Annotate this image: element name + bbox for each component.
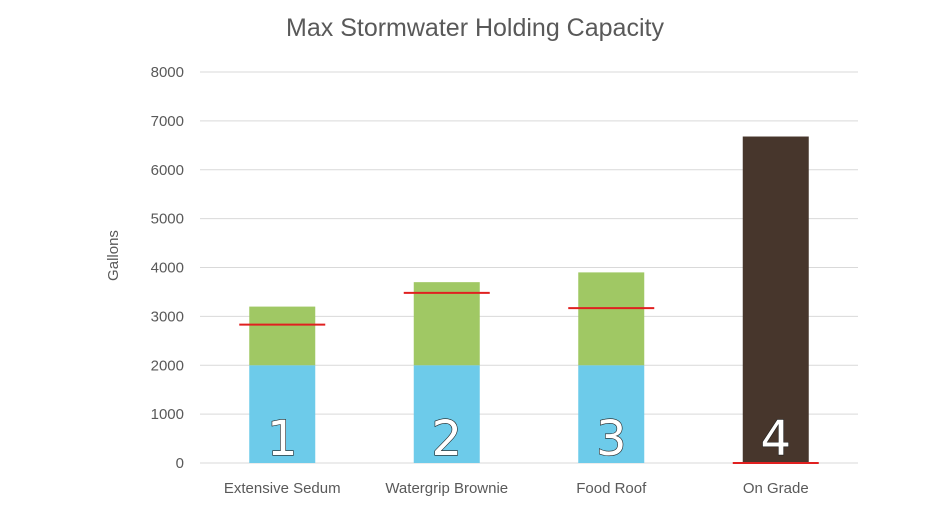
y-tick-label: 8000: [151, 64, 184, 81]
y-tick-label: 6000: [151, 162, 184, 179]
x-category-label: Food Roof: [576, 480, 647, 497]
bar-segment: [578, 365, 645, 463]
y-tick-label: 2000: [151, 357, 184, 374]
x-category-label: On Grade: [743, 480, 809, 497]
bar-number-label: 1: [267, 411, 298, 467]
y-tick-label: 0: [176, 455, 184, 472]
y-tick-label: 4000: [151, 260, 184, 277]
y-axis-label: Gallons: [105, 230, 122, 281]
bar-number-label: 3: [596, 411, 627, 467]
x-category-label: Extensive Sedum: [224, 480, 341, 497]
y-tick-label: 3000: [151, 308, 184, 325]
y-tick-label: 7000: [151, 113, 184, 130]
y-tick-label: 5000: [151, 211, 184, 228]
y-tick-label: 1000: [151, 406, 184, 423]
x-category-label: Watergrip Brownie: [385, 480, 508, 497]
bar-number-label: 4: [760, 411, 791, 467]
bar-number-label: 2: [431, 411, 462, 467]
bar-segment: [413, 282, 480, 366]
bar-segment: [249, 306, 316, 366]
bar-segment: [742, 136, 809, 463]
chart-title: Max Stormwater Holding Capacity: [286, 14, 664, 42]
bar-segment: [249, 365, 316, 463]
bar-segment: [413, 365, 480, 463]
bar-segment: [578, 272, 645, 366]
